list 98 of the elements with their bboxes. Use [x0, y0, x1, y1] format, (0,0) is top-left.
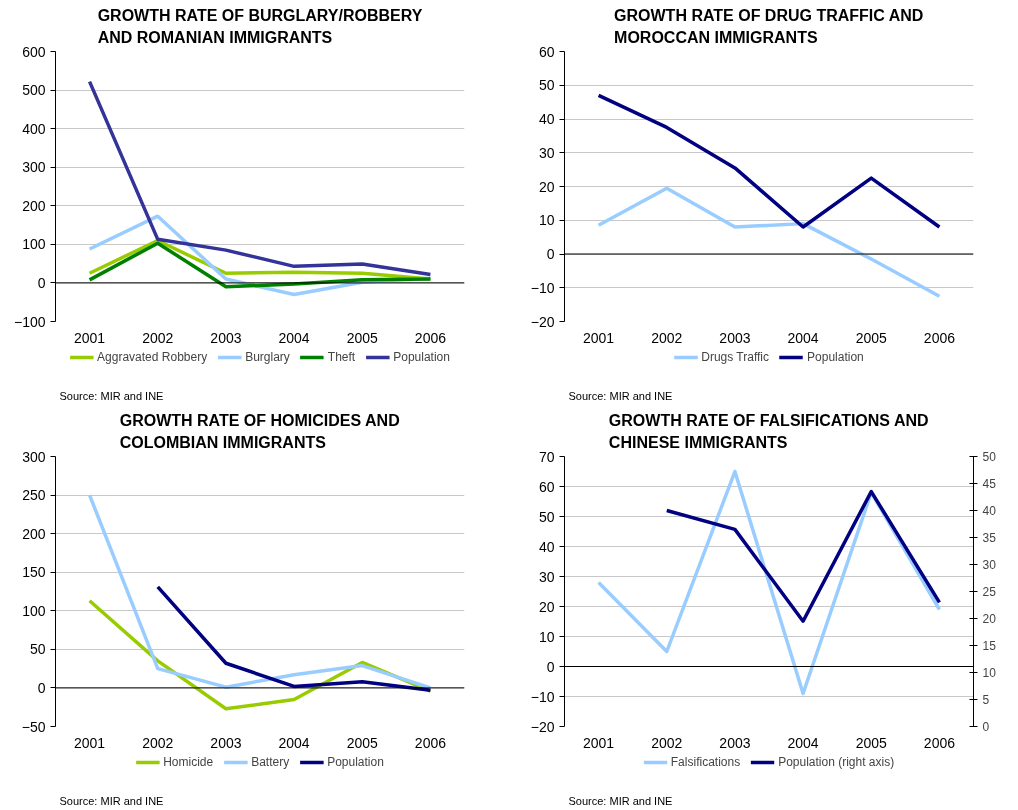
y-tick-label: 50: [538, 508, 555, 525]
y2-tick-label: 15: [982, 639, 997, 653]
legend-label: Burglary: [245, 350, 290, 364]
y-tick-label: 20: [538, 178, 555, 195]
x-tick-label: 2003: [210, 734, 242, 751]
source-note: Source: MIR and INE: [59, 389, 164, 402]
chart-title: GROWTH RATE OF BURGLARY/ROBBERY AND ROMANIAN IMMIGRANTS: [97, 7, 423, 47]
line-series: [87, 241, 433, 289]
legend-label: Theft: [327, 350, 356, 364]
y-tick-label: 600: [22, 43, 46, 60]
legend-label: Population (right axis): [778, 755, 895, 769]
x-tick-label: 2003: [719, 329, 751, 346]
chart-title: GROWTH RATE OF HOMICIDES AND COLOMBIAN IMMIGRANTS: [119, 412, 400, 452]
y2-tick-label: 40: [982, 504, 997, 518]
y2-tick-label: 30: [982, 558, 997, 572]
x-tick-label: 2005: [346, 329, 379, 346]
x-tick-label: 2001: [583, 734, 615, 751]
line-series: [156, 585, 433, 692]
y-tick-label: 30: [538, 568, 555, 585]
y-tick-label: 50: [29, 641, 46, 658]
x-tick-label: 2003: [210, 329, 242, 346]
legend-label: Homicide: [163, 755, 214, 769]
line-series: [596, 469, 942, 696]
y-tick-label: −100: [13, 313, 46, 330]
y-tick-label: 0: [546, 658, 555, 675]
y2-tick-label: 10: [982, 666, 997, 680]
x-tick-label: 2006: [923, 734, 956, 751]
y-tick-label: 60: [538, 43, 555, 60]
x-tick-label: 2006: [414, 734, 447, 751]
y-tick-label: 200: [22, 197, 46, 214]
line-series: [87, 79, 433, 277]
y2-tick-label: 0: [982, 720, 990, 734]
x-tick-label: 2002: [651, 329, 683, 346]
y-tick-label: 0: [546, 246, 555, 262]
x-tick-label: 2006: [414, 329, 447, 346]
y-tick-label: 10: [538, 628, 555, 645]
y-tick-label: −10: [530, 688, 555, 705]
legend-label: Falsifications: [670, 755, 741, 769]
legend-label: Population: [393, 350, 450, 364]
line-series: [87, 493, 433, 690]
x-tick-label: 2004: [278, 734, 310, 751]
x-tick-label: 2005: [346, 734, 379, 751]
legend-label: Drugs Traffic: [701, 350, 770, 364]
x-tick-label: 2004: [278, 329, 310, 346]
chart-title: GROWTH RATE OF FALSIFICATIONS AND CHINESE IMMIGRANTS: [608, 412, 929, 452]
y-tick-label: 300: [22, 159, 46, 176]
x-tick-label: 2002: [651, 734, 683, 751]
y2-tick-label: 45: [982, 477, 997, 491]
y-tick-label: 20: [538, 598, 555, 615]
y-tick-label: 40: [538, 111, 555, 127]
x-tick-label: 2005: [855, 329, 888, 346]
y-tick-label: 100: [22, 236, 46, 253]
source-note: Source: MIR and INE: [568, 794, 673, 807]
x-tick-label: 2004: [787, 329, 819, 346]
line-series: [665, 489, 942, 623]
y2-tick-label: 20: [982, 612, 997, 626]
y-tick-label: 100: [22, 602, 46, 619]
y-tick-label: 40: [538, 538, 555, 555]
y-tick-label: −50: [21, 718, 46, 735]
legend-label: Population: [327, 755, 384, 769]
chart-title: GROWTH RATE OF DRUG TRAFFIC AND MOROCCAN IMMIGRANTS: [614, 7, 924, 47]
line-series: [596, 186, 942, 298]
source-note: Source: MIR and INE: [59, 794, 164, 807]
x-tick-label: 2001: [74, 734, 106, 751]
y-tick-label: 0: [37, 679, 46, 696]
y-tick-label: 150: [22, 564, 46, 581]
x-tick-label: 2001: [74, 329, 106, 346]
x-tick-label: 2001: [583, 329, 615, 346]
y2-tick-label: 25: [982, 585, 997, 599]
y-tick-label: 400: [22, 120, 46, 137]
legend-label: Aggravated Robbery: [97, 350, 208, 364]
y2-tick-label: 5: [982, 693, 990, 707]
y-tick-label: 10: [538, 212, 555, 229]
y-tick-label: 0: [37, 274, 46, 291]
x-tick-label: 2006: [923, 329, 956, 346]
y-tick-label: −10: [530, 279, 555, 296]
x-tick-label: 2004: [787, 734, 819, 751]
x-tick-label: 2002: [142, 734, 174, 751]
y-tick-label: 30: [538, 144, 555, 161]
y2-tick-label: 35: [982, 531, 997, 545]
y-tick-label: 70: [538, 448, 555, 465]
y-tick-label: −20: [530, 313, 555, 330]
y-tick-label: 500: [22, 82, 46, 99]
y-tick-label: 300: [22, 448, 46, 465]
y-tick-label: 50: [538, 77, 555, 94]
x-tick-label: 2005: [855, 734, 888, 751]
y-tick-label: 60: [538, 478, 555, 495]
legend-label: Population: [807, 350, 864, 364]
source-note: Source: MIR and INE: [568, 389, 673, 402]
y-tick-label: −20: [530, 718, 555, 735]
x-tick-label: 2002: [142, 329, 174, 346]
y2-tick-label: 50: [982, 450, 997, 464]
y-tick-label: 200: [22, 525, 46, 542]
y-tick-label: 250: [22, 487, 46, 504]
x-tick-label: 2003: [719, 734, 751, 751]
line-series: [596, 93, 942, 229]
line-series: [87, 238, 433, 281]
legend-label: Battery: [251, 755, 290, 769]
